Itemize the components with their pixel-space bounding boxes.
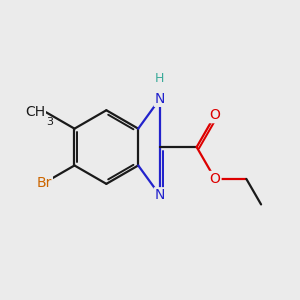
Text: H: H — [155, 72, 164, 85]
Text: Br: Br — [37, 176, 52, 190]
Text: N: N — [155, 188, 165, 202]
Text: O: O — [210, 108, 220, 122]
Text: N: N — [155, 92, 165, 106]
Text: CH: CH — [26, 105, 46, 119]
Text: O: O — [210, 172, 220, 186]
Text: 3: 3 — [46, 116, 53, 127]
